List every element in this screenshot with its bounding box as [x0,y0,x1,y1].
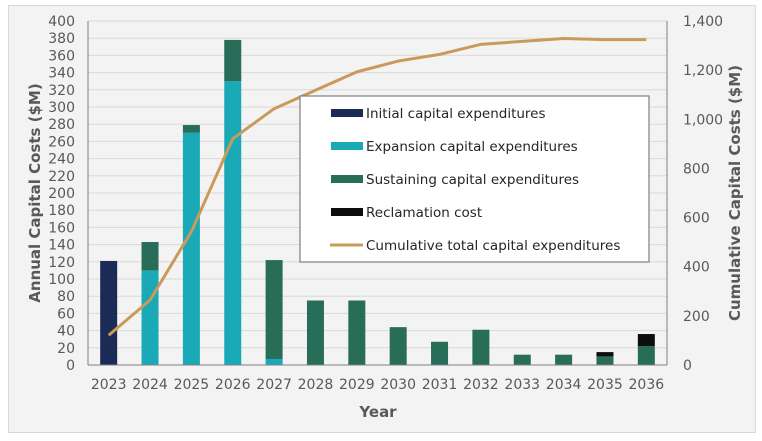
x-tick-label: 2028 [298,377,334,393]
bar-sustaining-capital-expenditures-2026 [224,39,242,82]
y-tick-label: 20 [57,341,75,357]
cumulative-total-line [107,36,647,337]
legend: Initial capital expenditures Expansion ca… [299,95,650,263]
bar-sustaining-capital-expenditures-2027 [265,260,283,359]
y2-tick-label: 800 [683,161,710,177]
bar-reclamation-cost-2036 [637,334,655,347]
x-tick-label: 2026 [215,377,251,393]
y2-tick-label: 1,200 [683,63,723,79]
x-tick-label: 2023 [91,377,127,393]
y2-tick-label: 400 [683,260,710,276]
bar-initial-capital-expenditures-2023 [100,260,118,365]
x-tick-label: 2024 [132,377,168,393]
legend-swatch-sustaining-capital-expenditures [331,175,363,183]
bar-sustaining-capital-expenditures-2031 [431,341,449,365]
x-tick-label: 2032 [463,377,499,393]
right-axis-ticks: 0 200 400 600 800 1,000 1,200 1,400 [683,14,723,374]
y-tick-label: 0 [66,358,75,374]
bar-sustaining-capital-expenditures-2035 [596,356,614,365]
legend-swatch-reclamation-cost [331,208,363,216]
legend-label: Sustaining capital expenditures [366,172,579,188]
y2-tick-label: 600 [683,211,710,227]
y-tick-label: 380 [48,31,75,47]
y-tick-label: 100 [48,272,75,288]
y-tick-label: 320 [48,83,75,99]
left-axis-ticks: 0204060801001201401601802002202402602803… [48,14,75,374]
cumulative-line [107,36,647,337]
y2-tick-label: 0 [683,358,692,374]
x-tick-label: 2029 [339,377,375,393]
legend-label: Cumulative total capital expenditures [366,238,620,254]
y-tick-label: 280 [48,117,75,133]
y2-axis-title: Cumulative Capital Costs ($M) [726,65,744,321]
bars [100,39,655,365]
bar-sustaining-capital-expenditures-2036 [637,346,655,365]
legend-swatch-expansion-capital-expenditures [331,142,363,150]
y-tick-label: 140 [48,238,75,254]
y-tick-label: 240 [48,152,75,168]
y-tick-label: 400 [48,14,75,30]
y-tick-label: 120 [48,255,75,271]
bar-sustaining-capital-expenditures-2028 [306,300,324,365]
y-tick-label: 40 [57,324,75,340]
axes [87,21,668,366]
x-tick-label: 2035 [587,377,623,393]
bar-expansion-capital-expenditures-2027 [265,358,283,365]
x-tick-label: 2033 [504,377,540,393]
x-tick-label: 2031 [422,377,458,393]
y-tick-label: 60 [57,306,75,322]
legend-label: Initial capital expenditures [366,106,546,122]
y-tick-label: 260 [48,134,75,150]
y-tick-label: 300 [48,100,75,116]
x-axis-title: Year [358,403,397,421]
y-tick-label: 220 [48,169,75,185]
y2-tick-label: 1,400 [683,14,723,30]
y-tick-label: 200 [48,186,75,202]
bar-sustaining-capital-expenditures-2024 [141,242,159,271]
y2-tick-label: 200 [683,309,710,325]
y-tick-label: 340 [48,66,75,82]
bar-sustaining-capital-expenditures-2034 [555,354,573,365]
y-tick-label: 360 [48,48,75,64]
bar-sustaining-capital-expenditures-2033 [513,354,531,365]
y-tick-label: 160 [48,220,75,236]
bar-sustaining-capital-expenditures-2025 [182,125,200,133]
bar-expansion-capital-expenditures-2024 [141,270,159,365]
legend-label: Expansion capital expenditures [366,139,578,155]
bar-expansion-capital-expenditures-2025 [182,132,200,365]
bar-reclamation-cost-2035 [596,352,614,357]
legend-label: Reclamation cost [366,205,482,221]
bar-sustaining-capital-expenditures-2029 [348,300,366,365]
y-tick-label: 180 [48,203,75,219]
bar-sustaining-capital-expenditures-2032 [472,329,490,365]
x-tick-label: 2030 [380,377,416,393]
x-axis-ticks: 2023 2024 2025 2026 2027 2028 2029 2030 2031 2032… [91,377,664,393]
bar-expansion-capital-expenditures-2026 [224,81,242,365]
x-tick-label: 2027 [256,377,292,393]
x-tick-label: 2034 [546,377,582,393]
y-axis-title: Annual Capital Costs ($M) [26,83,44,302]
x-tick-label: 2025 [174,377,210,393]
x-tick-label: 2036 [629,377,665,393]
legend-swatch-initial-capital-expenditures [331,109,363,117]
bar-sustaining-capital-expenditures-2030 [389,327,407,365]
y2-tick-label: 1,000 [683,112,723,128]
y-tick-label: 80 [57,289,75,305]
